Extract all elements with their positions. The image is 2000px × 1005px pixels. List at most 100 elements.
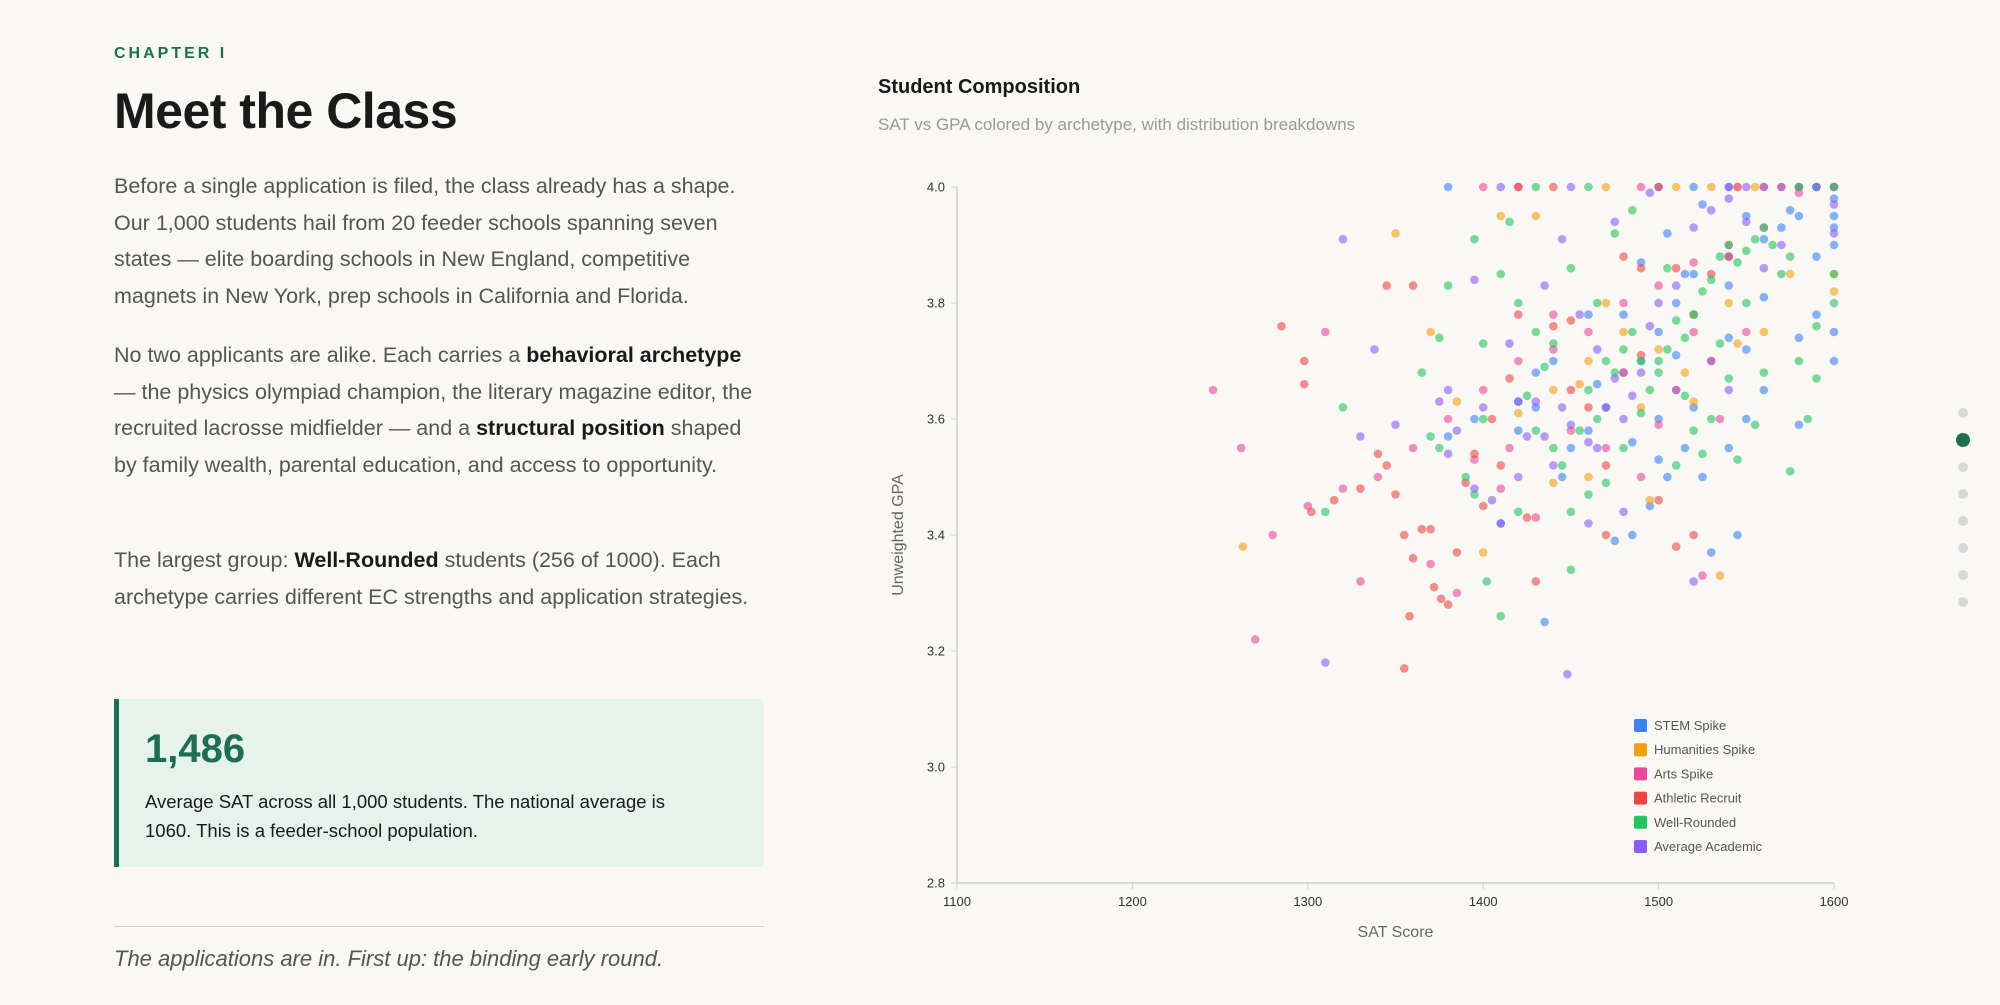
data-point	[1557, 403, 1567, 412]
data-point	[1268, 530, 1278, 540]
data-point	[1715, 252, 1725, 261]
legend-label: Athletic Recruit	[1654, 791, 1742, 806]
nav-dot[interactable]	[1958, 462, 1968, 472]
data-point	[1663, 229, 1672, 238]
nav-dot[interactable]	[1958, 489, 1968, 499]
data-point	[1829, 182, 1839, 192]
data-point	[1584, 356, 1593, 366]
data-point	[1584, 490, 1593, 499]
data-point	[1742, 182, 1751, 192]
x-tick-label: 1200	[1118, 894, 1147, 909]
data-point	[1724, 374, 1734, 383]
data-point	[1794, 420, 1804, 430]
data-point	[1496, 519, 1506, 528]
data-point	[1619, 252, 1628, 261]
data-point	[1715, 339, 1725, 348]
nav-dot[interactable]	[1958, 570, 1968, 580]
legend-swatch	[1634, 815, 1647, 829]
data-point	[1812, 252, 1821, 261]
data-point	[1470, 275, 1479, 285]
data-point	[1724, 252, 1734, 261]
nav-dot[interactable]	[1958, 597, 1968, 607]
largest-group-text-a: The largest group:	[114, 548, 295, 572]
data-point	[1443, 600, 1453, 609]
data-point	[1391, 420, 1400, 430]
data-point	[1645, 385, 1655, 395]
data-point	[1566, 443, 1576, 453]
nav-dot[interactable]	[1958, 408, 1968, 418]
data-point	[1715, 571, 1725, 580]
y-axis-label: Unweighted GPA	[890, 474, 907, 596]
legend-swatch	[1634, 791, 1647, 805]
data-point	[1452, 588, 1462, 598]
data-point	[1584, 519, 1593, 528]
data-point	[1724, 194, 1734, 203]
data-point	[1513, 182, 1523, 192]
data-point	[1654, 495, 1663, 505]
nav-dot[interactable]	[1958, 543, 1968, 553]
data-point	[1689, 577, 1698, 586]
data-point	[1601, 478, 1611, 488]
data-point	[1689, 223, 1698, 232]
data-point	[1794, 356, 1804, 366]
data-point	[1610, 536, 1620, 546]
data-point	[1435, 397, 1444, 406]
nav-dot-active[interactable]	[1956, 433, 1970, 447]
legend-label: Well-Rounded	[1654, 815, 1736, 830]
data-point	[1619, 310, 1628, 319]
data-point	[1777, 223, 1786, 232]
data-point	[1636, 368, 1646, 377]
data-point	[1470, 414, 1479, 424]
data-point	[1785, 205, 1795, 215]
data-point	[1505, 443, 1514, 453]
data-point	[1706, 182, 1716, 192]
archetype-paragraph-text-e: shaped by family wealth, parental educat…	[114, 416, 742, 477]
section-divider	[114, 926, 764, 927]
data-point	[1549, 182, 1558, 192]
data-point	[1452, 548, 1462, 557]
data-point	[1391, 490, 1400, 499]
data-point	[1478, 501, 1488, 511]
data-point	[1417, 524, 1427, 534]
data-point	[1742, 217, 1751, 227]
data-point	[1549, 339, 1558, 348]
data-point	[1698, 200, 1707, 209]
data-point	[1566, 385, 1576, 395]
data-point	[1452, 426, 1462, 435]
nav-dot[interactable]	[1958, 516, 1968, 526]
data-point	[1698, 449, 1707, 459]
data-point	[1373, 472, 1383, 482]
data-point	[1557, 461, 1567, 470]
structural-position-term: structural position	[476, 416, 665, 440]
data-point	[1531, 182, 1541, 192]
data-point	[1759, 182, 1769, 192]
data-point	[1487, 414, 1497, 424]
x-tick-label: 1100	[943, 894, 971, 909]
data-point	[1408, 553, 1418, 563]
data-point	[1680, 391, 1690, 401]
data-point	[1429, 582, 1439, 592]
data-point	[1356, 484, 1365, 493]
y-tick-label: 3.4	[927, 528, 945, 543]
data-point	[1654, 420, 1663, 430]
data-point	[1636, 263, 1646, 273]
data-point	[1575, 310, 1584, 319]
data-point	[1566, 420, 1576, 430]
data-point	[1759, 368, 1769, 377]
data-point	[1663, 472, 1672, 482]
data-point	[1742, 345, 1751, 354]
data-point	[1627, 205, 1637, 215]
data-point	[1829, 287, 1839, 296]
data-point	[1338, 234, 1348, 244]
data-point	[1566, 565, 1576, 575]
data-point	[1654, 368, 1663, 377]
data-point	[1803, 414, 1812, 424]
data-point	[1671, 542, 1681, 551]
x-axis-label: SAT Score	[1358, 924, 1434, 941]
data-point	[1698, 287, 1707, 296]
data-point	[1724, 182, 1734, 192]
data-point	[1299, 379, 1309, 389]
data-point	[1777, 182, 1786, 192]
data-point	[1654, 327, 1663, 337]
data-point	[1563, 669, 1572, 679]
